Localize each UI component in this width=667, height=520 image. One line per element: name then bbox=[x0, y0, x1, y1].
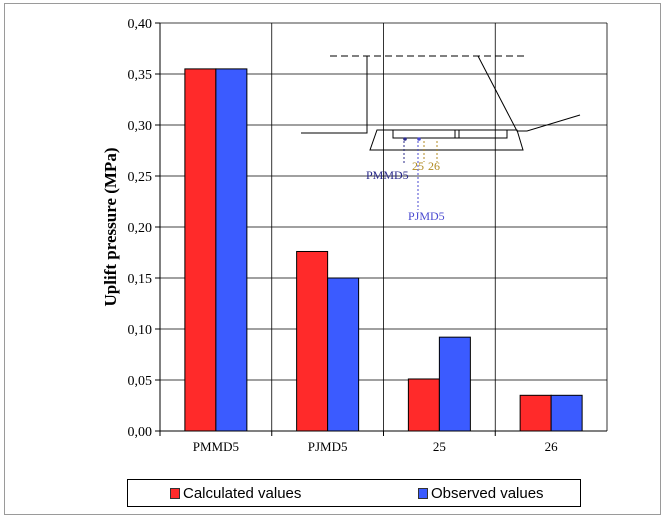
y-tick-label: 0,10 bbox=[128, 323, 153, 338]
bar-observed-pjmd5 bbox=[327, 277, 360, 432]
y-axis-label: Uplift pressure (MPa) bbox=[101, 148, 120, 307]
x-tick-label: PMMD5 bbox=[193, 439, 239, 454]
bar-observed-26 bbox=[550, 394, 583, 432]
x-tick-label: 26 bbox=[545, 439, 559, 454]
inset-diagram: PMMD5 PJMD5 25 26 bbox=[301, 55, 581, 223]
y-tick-label: 0,15 bbox=[128, 272, 153, 287]
bar-calculated-pmmd5 bbox=[184, 68, 217, 432]
legend-label-observed: Observed values bbox=[431, 485, 544, 502]
bar-calculated-25 bbox=[407, 378, 440, 432]
figure-frame bbox=[4, 3, 661, 515]
y-tick-label: 0,40 bbox=[128, 17, 153, 32]
inset-left-wall bbox=[301, 56, 368, 134]
y-tick-label: 0,05 bbox=[128, 374, 153, 389]
legend-swatch-observed bbox=[418, 488, 428, 499]
inset-label-25: 25 bbox=[412, 159, 424, 173]
inset-label-pmmd5: PMMD5 bbox=[366, 168, 409, 182]
inset-pipe bbox=[392, 129, 508, 139]
bar-observed-pmmd5 bbox=[215, 68, 248, 432]
axes: 0,00 0,05 0,10 0,15 0,20 0,25 0,30 0,35 0,40 PMMD… bbox=[128, 17, 607, 454]
x-tick-label: 25 bbox=[433, 439, 446, 454]
bar-calculated-26 bbox=[519, 394, 552, 432]
legend-label-calculated: Calculated values bbox=[183, 485, 302, 502]
bar-calculated-pjmd5 bbox=[296, 250, 329, 432]
y-tick-label: 0,00 bbox=[128, 425, 153, 440]
y-tick-label: 0,20 bbox=[128, 221, 153, 236]
legend-item-observed: Observed values bbox=[418, 485, 544, 502]
legend: Calculated values Observed values bbox=[127, 479, 581, 507]
y-tick-label: 0,35 bbox=[128, 68, 153, 83]
legend-swatch-calculated bbox=[170, 488, 180, 499]
x-tick-label: PJMD5 bbox=[308, 439, 348, 454]
bar-observed-25 bbox=[438, 336, 471, 432]
y-tick-label: 0,30 bbox=[128, 119, 153, 134]
y-tick-label: 0,25 bbox=[128, 170, 153, 185]
bars bbox=[184, 68, 583, 432]
inset-point-pmmd5 bbox=[403, 137, 407, 141]
inset-pipe-joint bbox=[454, 129, 460, 139]
inset-label-26: 26 bbox=[428, 159, 440, 173]
inset-right-slope bbox=[477, 55, 581, 132]
inset-label-pjmd5: PJMD5 bbox=[408, 209, 445, 223]
legend-item-calculated: Calculated values bbox=[170, 485, 301, 502]
inset-point-pjmd5 bbox=[417, 137, 421, 141]
